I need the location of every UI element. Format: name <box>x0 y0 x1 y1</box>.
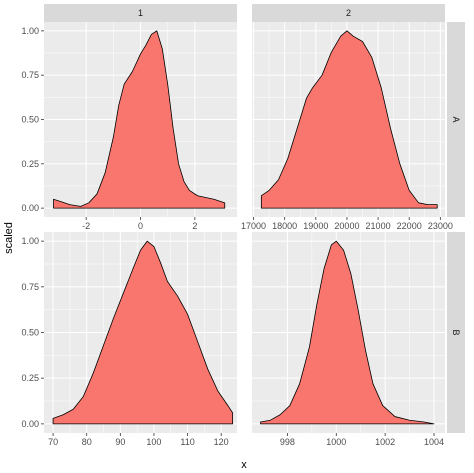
x-tick-label: 2 <box>192 221 197 231</box>
strip-background <box>447 232 465 433</box>
x-tick-label: 80 <box>82 437 92 447</box>
panel-b-1-density-area <box>52 240 234 425</box>
x-tick-label: 998 <box>280 437 295 447</box>
x-tick-label: 1002 <box>375 437 395 447</box>
x-tick-label: 20000 <box>334 221 359 231</box>
x-tick-label: 70 <box>48 437 58 447</box>
y-tick-label: 0.00 <box>21 419 39 429</box>
x-tick-label: 18000 <box>272 221 297 231</box>
x-tick-label: 100 <box>146 437 161 447</box>
panel-b-2-density-area <box>260 240 435 425</box>
x-tick-label: 1000 <box>326 437 346 447</box>
x-axis-title: x <box>241 459 247 471</box>
y-tick-label: 0.25 <box>21 373 39 383</box>
strip-label: 1 <box>138 8 143 18</box>
panel-a-1-density-area <box>53 30 226 209</box>
strip-background <box>447 22 465 217</box>
y-tick-label: 0.25 <box>21 159 39 169</box>
strip-background <box>252 4 445 22</box>
x-tick-label: 0 <box>138 221 143 231</box>
y-tick-label: 1.00 <box>21 236 39 246</box>
strip-background <box>44 4 237 22</box>
x-tick-label: 19000 <box>303 221 328 231</box>
x-tick-label: 1004 <box>424 437 444 447</box>
x-tick-label: 21000 <box>366 221 391 231</box>
panel-b-2: 998 1000 1002 1004 <box>252 232 445 447</box>
x-tick-label: -2 <box>82 221 90 231</box>
y-tick-label: 0.00 <box>21 203 39 213</box>
panel-a-2: 17000 18000 19000 20000 21000 22000 23000 <box>241 22 453 231</box>
y-tick-label: 0.75 <box>21 70 39 80</box>
strip-label: 2 <box>346 8 351 18</box>
y-axis-title: scaled <box>3 222 15 254</box>
facet-strip-row-b: B <box>447 232 465 433</box>
panel-a-2-density-area <box>260 30 438 209</box>
strip-label: A <box>451 116 461 122</box>
x-tick-label: 90 <box>115 437 125 447</box>
x-tick-label: 120 <box>214 437 229 447</box>
panel-a-1: 0.00 0.25 0.50 0.75 1.00 -2 0 2 <box>21 22 237 231</box>
facet-strip-col-1: 1 <box>44 4 237 22</box>
facet-strip-col-2: 2 <box>252 4 445 22</box>
x-tick-label: 22000 <box>397 221 422 231</box>
x-tick-label: 110 <box>180 437 194 447</box>
panels-layer: 0.00 0.25 0.50 0.75 1.00 -2 0 2 17000 18000 19000 2… <box>21 22 453 447</box>
x-tick-label: 17000 <box>241 221 266 231</box>
y-tick-label: 0.50 <box>21 115 39 125</box>
strips-layer: 1 2 A B <box>44 4 465 433</box>
x-tick-label: 23000 <box>428 221 453 231</box>
facet-strip-row-a: A <box>447 22 465 217</box>
panel-b-1: 0.00 0.25 0.50 0.75 1.00 70 80 90 100 110 120 <box>21 232 237 447</box>
strip-label: B <box>451 329 461 335</box>
y-tick-label: 0.75 <box>21 282 39 292</box>
y-tick-label: 1.00 <box>21 26 39 36</box>
y-tick-label: 0.50 <box>21 328 39 338</box>
